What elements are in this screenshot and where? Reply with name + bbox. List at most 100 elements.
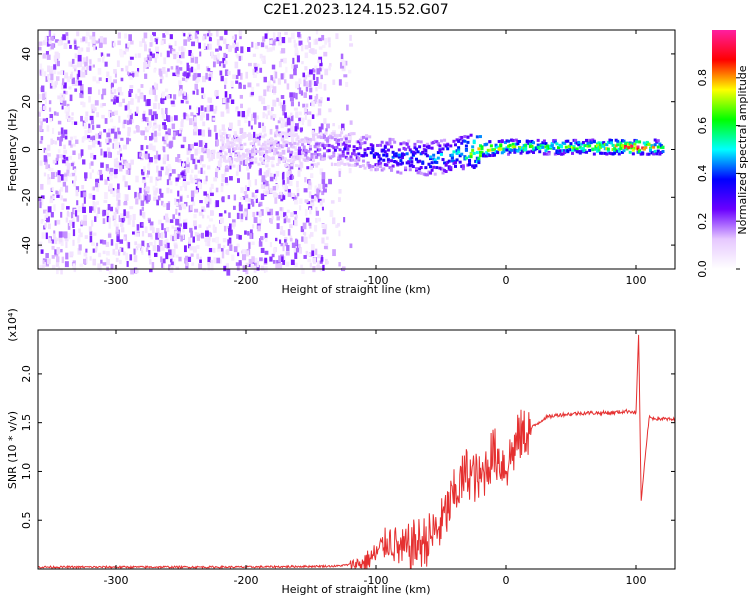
- spectrogram-point: [405, 142, 409, 146]
- spectrogram-point: [113, 219, 117, 227]
- spectrogram-point: [194, 32, 198, 39]
- spectrogram-point: [175, 181, 178, 186]
- spectrogram-point: [87, 135, 91, 139]
- spectrogram-point: [321, 157, 325, 161]
- spectrogram-point: [242, 254, 247, 261]
- spectrogram-point: [269, 87, 272, 92]
- spectrogram-point: [244, 230, 247, 235]
- spectrogram-point: [307, 140, 311, 144]
- spectrogram-point: [212, 247, 216, 253]
- spectrogram-point: [282, 184, 285, 190]
- spectrogram-point: [194, 117, 197, 123]
- spectrogram-point: [330, 162, 334, 167]
- spectrogram-point: [316, 135, 320, 139]
- spectrogram-point: [63, 231, 68, 239]
- spectrogram-point: [69, 44, 72, 49]
- spectrogram-point: [315, 210, 320, 216]
- spectrogram-point: [343, 217, 346, 223]
- spectrogram-point: [53, 111, 57, 116]
- spectrogram-point: [244, 185, 248, 191]
- spectrogram-point: [241, 155, 245, 159]
- spectrogram-point: [286, 83, 290, 90]
- spectrogram-point: [277, 160, 281, 164]
- spectrogram-point: [143, 57, 148, 62]
- spectrogram-point: [118, 162, 122, 166]
- spectrogram-point: [72, 143, 76, 147]
- spectrogram-point: [66, 76, 71, 83]
- spectrogram-point: [379, 157, 383, 161]
- spectrogram-point: [262, 151, 266, 156]
- spectrogram-point: [84, 130, 88, 137]
- spectrogram-point: [188, 144, 192, 151]
- spectrogram-point: [255, 139, 259, 143]
- spectrogram-point: [541, 142, 545, 146]
- spectrogram-point: [309, 87, 313, 93]
- spectrogram-point: [120, 223, 124, 227]
- spectrogram-point: [113, 69, 117, 74]
- spectrogram-point: [226, 159, 230, 163]
- spectrogram-point: [133, 130, 136, 134]
- spectrogram-point: [176, 227, 181, 233]
- spectrogram-point: [260, 151, 264, 155]
- spectrogram-point: [295, 138, 299, 142]
- spectrogram-point: [301, 150, 305, 154]
- spectrogram-point: [653, 149, 657, 153]
- spectrogram-point: [216, 39, 220, 46]
- spectrogram-point: [80, 115, 83, 122]
- spectrogram-point: [351, 163, 355, 167]
- spectrogram-point: [46, 54, 51, 60]
- spectrogram-point: [326, 260, 329, 265]
- spectrogram-point: [313, 49, 317, 55]
- spectrogram-point: [112, 97, 116, 105]
- spectrogram-point: [168, 174, 171, 181]
- spectrogram-point: [206, 201, 210, 208]
- spectrogram-point: [225, 263, 229, 267]
- spectrogram-point: [46, 40, 50, 47]
- spectrogram-point: [164, 171, 169, 176]
- spectrogram-point: [102, 103, 106, 107]
- spectrogram-point: [338, 262, 341, 267]
- spectrogram-point: [127, 218, 131, 225]
- spectrogram-point: [153, 196, 157, 202]
- spectrogram-point: [332, 151, 336, 155]
- spectrogram-point: [260, 42, 265, 48]
- spectrogram-point: [634, 146, 638, 150]
- spectrogram-point: [163, 112, 167, 120]
- spectrogram-point: [43, 172, 47, 177]
- spectrogram-point: [208, 97, 212, 104]
- spectrogram-point: [134, 241, 138, 246]
- spectrogram-point: [68, 86, 72, 90]
- spectrogram-point: [408, 157, 412, 161]
- spectrogram-point: [323, 51, 328, 57]
- spectrogram-point: [264, 33, 268, 39]
- spectrogram-point: [122, 175, 126, 181]
- spectrogram-point: [252, 68, 255, 76]
- spectrogram-point: [342, 61, 346, 66]
- spectrogram-point: [283, 100, 286, 106]
- spectrogram-point: [207, 43, 211, 50]
- spectrogram-point: [411, 153, 415, 157]
- spectrogram-point: [447, 166, 451, 170]
- spectrogram-point: [478, 135, 482, 139]
- spectrogram-point: [262, 135, 266, 139]
- spectrogram-point: [443, 169, 447, 173]
- spectrogram-point: [261, 122, 265, 127]
- spectrogram-point: [274, 149, 278, 153]
- spectrogram-point: [65, 32, 69, 36]
- spectrogram-point: [276, 184, 280, 189]
- spectrogram-point: [125, 163, 130, 168]
- spectrogram-point: [592, 152, 596, 156]
- spectrogram-point: [183, 92, 187, 96]
- spectrogram-point: [60, 127, 64, 135]
- spectrogram-point: [213, 177, 218, 182]
- spectrogram-point: [258, 211, 262, 218]
- spectrogram-point: [485, 150, 489, 154]
- spectrogram-point: [257, 150, 261, 154]
- spectrogram-point: [332, 217, 336, 225]
- spectrogram-point: [148, 255, 151, 259]
- spectrogram-point: [285, 140, 289, 144]
- spectrogram-point: [201, 147, 205, 153]
- spectrogram-point: [178, 215, 181, 222]
- spectrogram-point: [194, 208, 199, 213]
- spectrogram-point: [95, 40, 99, 44]
